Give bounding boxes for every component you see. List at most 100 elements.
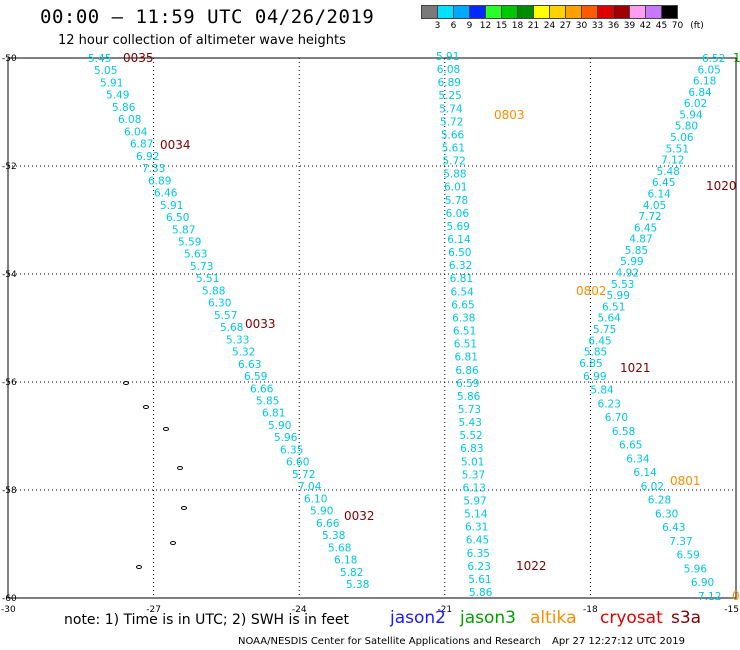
scale-tick-label: 36: [607, 21, 620, 31]
wave-height-value: 5.99: [607, 290, 630, 302]
wave-height-value: 6.01: [444, 182, 467, 194]
wave-height-value: 6.50: [166, 212, 189, 224]
wave-height-value: 6.45: [634, 222, 657, 234]
wave-height-value: 5.51: [196, 273, 219, 285]
wave-height-value: 6.65: [451, 299, 474, 311]
lon-tick-label: -27: [146, 605, 161, 615]
wave-height-value: 5.80: [675, 121, 698, 133]
wave-height-value: 5.72: [292, 469, 315, 481]
page-subtitle: 12 hour collection of altimeter wave hei…: [58, 33, 346, 48]
wave-height-value: 4.92: [616, 268, 639, 280]
page-title: 00:00 – 11:59 UTC 04/26/2019: [40, 6, 375, 28]
wave-height-value: 6.66: [250, 383, 274, 395]
lat-tick-label: -58: [2, 486, 17, 496]
wave-height-value: 6.35: [280, 444, 303, 456]
wave-height-value: 6.90: [691, 577, 714, 589]
wave-height-value: 6.87: [130, 139, 153, 151]
wave-height-value: 5.43: [459, 417, 482, 429]
wave-height-value: 7.04: [298, 481, 322, 493]
time-label: 0033: [245, 317, 276, 331]
wave-height-value: 7.12: [698, 591, 721, 603]
wave-height-value: 5.96: [684, 563, 708, 575]
wave-height-value: 5.52: [459, 430, 482, 442]
wave-height-value: 5.59: [178, 236, 201, 248]
scale-tick-label: 21: [527, 21, 540, 31]
wave-height-value: 5.73: [190, 261, 213, 273]
wave-height-value: 6.81: [455, 352, 478, 364]
wave-height-value: 5.94: [679, 109, 703, 121]
scale-tick-label: 3: [434, 21, 441, 31]
wave-height-value: 6.38: [452, 312, 475, 324]
wave-height-value: 6.66: [316, 518, 340, 530]
wave-height-value: 5.84: [590, 385, 614, 397]
wave-height-value: 6.18: [334, 555, 357, 567]
wave-height-value: 6.89: [438, 77, 461, 89]
wave-height-value: 5.61: [468, 574, 491, 586]
time-label: 0032: [344, 509, 375, 523]
wave-height-value: 5.45: [88, 53, 111, 65]
wave-height-value: 5.73: [458, 404, 481, 416]
scale-swatch: [661, 5, 678, 19]
wave-height-value: 5.72: [442, 156, 465, 168]
scale-tick-label: 15: [495, 21, 508, 31]
wave-height-value: 6.43: [662, 522, 685, 534]
wave-height-value: 6.63: [238, 359, 261, 371]
wave-height-value: 6.51: [453, 326, 476, 338]
wave-height-value: 5.91: [100, 77, 123, 89]
color-scale: [421, 5, 678, 19]
wave-height-value: 6.54: [450, 286, 474, 298]
wave-height-value: 5.48: [657, 166, 680, 178]
wave-height-value: 5.32: [232, 347, 255, 359]
scale-tick-label: 9: [466, 21, 473, 31]
time-label: 1020: [706, 179, 737, 193]
time-label: 1021: [620, 361, 651, 375]
wave-height-value: 5.90: [310, 506, 333, 518]
wave-height-value: 6.46: [154, 188, 178, 200]
wave-height-value: 6.04: [124, 126, 148, 138]
wave-height-value: 5.88: [202, 285, 225, 297]
wave-height-value: 5.68: [328, 542, 351, 554]
wave-height-value: 6.13: [463, 482, 486, 494]
scale-unit-label: (ft): [690, 21, 704, 31]
wave-height-value: 6.51: [602, 301, 625, 313]
wave-height-value: 5.69: [446, 221, 469, 233]
footnote: note: 1) Time is in UTC; 2) SWH is in fe…: [64, 612, 350, 628]
wave-height-value: 6.60: [286, 457, 309, 469]
island-outline: [143, 405, 149, 409]
island-outline: [123, 381, 129, 385]
wave-height-value: 6.30: [208, 298, 231, 310]
lon-tick-label: -21: [437, 605, 452, 615]
legend-item-jason3: jason3: [460, 608, 516, 628]
wave-height-value: 5.85: [256, 396, 279, 408]
wave-height-value: 5.88: [443, 169, 466, 181]
wave-height-value: 5.37: [462, 469, 485, 481]
wave-height-value: 6.08: [437, 64, 460, 76]
wave-height-value: 6.18: [693, 76, 716, 88]
wave-height-value: 5.78: [445, 195, 468, 207]
scale-tick-label: 42: [639, 21, 652, 31]
island-outline: [170, 541, 176, 545]
wave-height-value: 5.53: [611, 279, 634, 291]
scale-tick-label: 27: [559, 21, 572, 31]
wave-height-value: 6.85: [579, 358, 602, 370]
legend-item-cryosat: cryosat: [600, 608, 663, 628]
wave-height-value: 6.45: [652, 177, 675, 189]
wave-height-value: 5.85: [584, 347, 607, 359]
scale-tick-label: 12: [479, 21, 492, 31]
wave-height-value: 5.86: [112, 102, 136, 114]
wave-height-value: 5.91: [436, 51, 459, 63]
wave-height-value: 4.87: [629, 234, 652, 246]
wave-height-value: 6.45: [588, 335, 611, 347]
wave-height-value: 5.86: [457, 391, 481, 403]
wave-height-value: 6.14: [447, 234, 471, 246]
scale-tick-label: 70: [671, 21, 684, 31]
scale-tick-label: 33: [591, 21, 604, 31]
wave-height-value: 5.74: [439, 103, 463, 115]
scale-tick-label: 45: [655, 21, 668, 31]
wave-height-value: 5.90: [268, 420, 291, 432]
wave-height-value: 6.81: [450, 273, 473, 285]
wave-height-value: 6.89: [148, 175, 171, 187]
wave-height-value: 5.14: [464, 509, 488, 521]
wave-height-value: 6.99: [583, 371, 606, 383]
scale-tick-label: 39: [623, 21, 636, 31]
